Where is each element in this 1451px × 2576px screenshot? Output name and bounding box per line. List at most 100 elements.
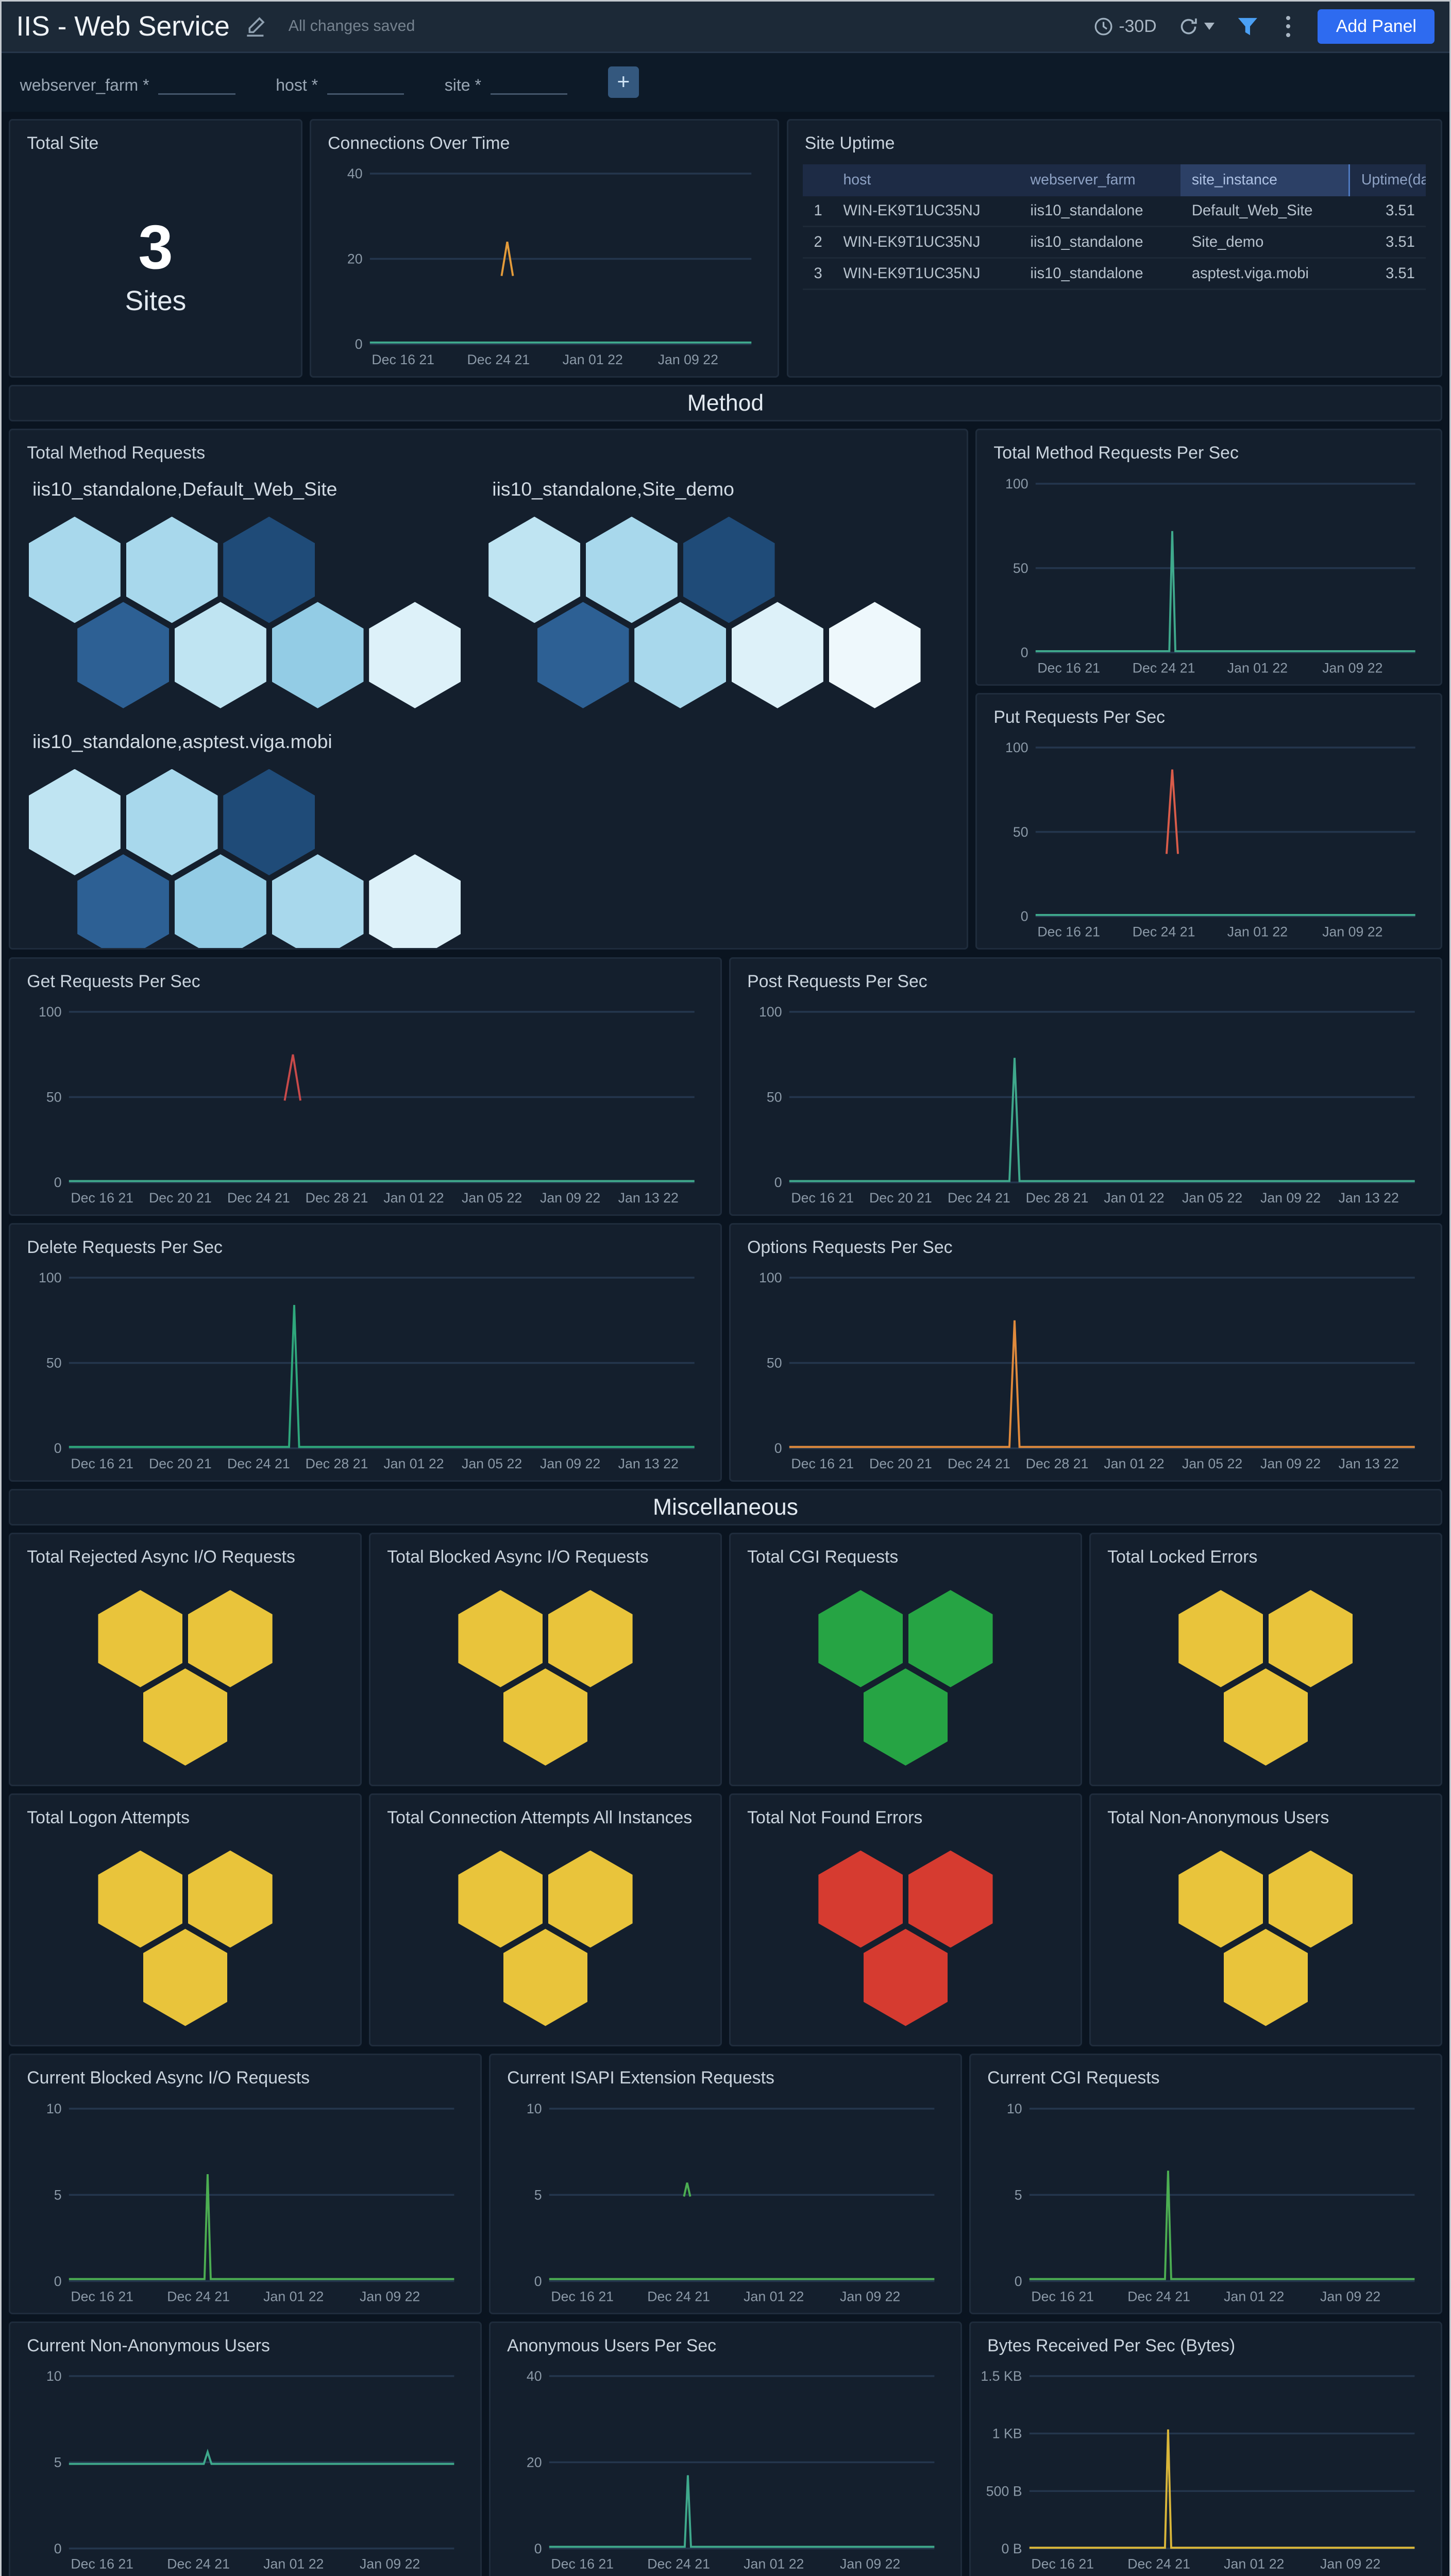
hexagon[interactable] [829, 602, 921, 708]
hexagon[interactable] [458, 1590, 543, 1687]
filter-icon[interactable] [1237, 16, 1259, 37]
hexagon[interactable] [77, 854, 170, 948]
hexagon[interactable] [488, 516, 581, 623]
bytes-received-chart[interactable]: 0 B 500 B 1 KB 1.5 KB Dec 16 21 Dec 24 21 Jan … [974, 2363, 1429, 2576]
table-row[interactable]: 3 WIN-EK9T1UC35NJ iis10_standalone aspte… [803, 258, 1426, 291]
svg-text:5: 5 [54, 2187, 62, 2202]
hexagon[interactable] [272, 854, 364, 948]
hexagon[interactable] [634, 602, 727, 708]
hexagon[interactable] [585, 516, 678, 623]
current-non-anonymous-chart[interactable]: 0 5 10 Dec 16 21 Dec 24 21 Jan 01 22 Jan 09 22 [14, 2363, 469, 2576]
hexagon[interactable] [1178, 1850, 1263, 1948]
hexagon[interactable] [272, 602, 364, 708]
connections-chart[interactable]: 0 20 40 Dec 16 21 Dec 24 21 Jan 01 22 Jan 09 2… [315, 161, 767, 372]
hexagon[interactable] [1178, 1590, 1263, 1687]
hexagon[interactable] [369, 602, 461, 708]
not-found-errors-honeycomb [731, 1832, 1081, 2045]
hexagon[interactable] [28, 769, 121, 875]
hexagon[interactable] [369, 854, 461, 948]
hexagon[interactable] [188, 1590, 273, 1687]
svg-text:Jan 01 22: Jan 01 22 [1227, 924, 1288, 940]
table-row[interactable]: 2 WIN-EK9T1UC35NJ iis10_standalone Site_… [803, 226, 1426, 259]
hexagon[interactable] [1268, 1850, 1353, 1948]
hexagon[interactable] [503, 1928, 588, 2026]
panel-total-locked-errors: Total Locked Errors [1089, 1533, 1442, 1786]
hexagon[interactable] [98, 1850, 183, 1948]
hexagon[interactable] [863, 1928, 948, 2026]
kebab-menu-icon[interactable] [1280, 12, 1295, 41]
add-panel-button[interactable]: Add Panel [1318, 9, 1435, 44]
hexagon[interactable] [908, 1850, 993, 1948]
line-chart-svg: 0 50 100 Dec 16 21 Dec 20 21 Dec 24 21 Dec 28 … [39, 1270, 695, 1471]
hexagon[interactable] [683, 516, 775, 623]
anonymous-users-chart[interactable]: 0 20 40 Dec 16 21 Dec 24 21 Jan 01 22 Jan 09 2… [494, 2363, 949, 2576]
hexagon[interactable] [818, 1850, 903, 1948]
hexagon[interactable] [863, 1668, 948, 1766]
hexagon[interactable] [1223, 1668, 1308, 1766]
svg-text:40: 40 [527, 2369, 542, 2384]
add-filter-button[interactable]: + [608, 66, 639, 98]
hexagon[interactable] [98, 1590, 183, 1687]
delete-rps-chart[interactable]: 0 50 100 Dec 16 21 Dec 20 21 Dec 24 21 Dec 28 … [14, 1265, 709, 1477]
total-method-rps-chart[interactable]: 0 50 100 Dec 16 21 Dec 24 21 Jan 01 22 Jan 09 … [981, 471, 1429, 681]
put-rps-chart[interactable]: 0 50 100 Dec 16 21 Dec 24 21 Jan 01 22 Jan 09 … [981, 735, 1429, 944]
honeycomb-group-label: iis10_standalone,Site_demo [492, 478, 734, 500]
hexagon[interactable] [223, 769, 315, 875]
site-input[interactable] [490, 70, 568, 95]
svg-text:0: 0 [534, 2541, 542, 2556]
table-row[interactable]: 1 WIN-EK9T1UC35NJ iis10_standalone Defau… [803, 196, 1426, 228]
panel-total-method-requests-per-sec: Total Method Requests Per Sec 0 50 100 Dec … [975, 429, 1442, 686]
panel-post-requests-per-sec: Post Requests Per Sec 0 50 100 Dec 16 21 Dec… [729, 957, 1442, 1216]
hexagon[interactable] [548, 1590, 633, 1687]
hexagon[interactable] [223, 516, 315, 623]
col-uptime-days[interactable]: Uptime(days) [1349, 164, 1426, 196]
hexagon[interactable] [548, 1850, 633, 1948]
hexagon[interactable] [77, 602, 170, 708]
svg-text:100: 100 [759, 1004, 782, 1020]
svg-text:Jan 09 22: Jan 09 22 [840, 2289, 900, 2304]
hexagon[interactable] [188, 1850, 273, 1948]
hexagon[interactable] [458, 1850, 543, 1948]
svg-text:50: 50 [767, 1355, 782, 1371]
refresh-control[interactable] [1178, 16, 1215, 37]
hexagon[interactable] [731, 602, 823, 708]
hexagon[interactable] [174, 854, 266, 948]
current-cgi-chart[interactable]: 0 5 10 Dec 16 21 Dec 24 21 Jan 01 22 Jan 09 22 [974, 2096, 1429, 2309]
hexagon[interactable] [818, 1590, 903, 1687]
svg-text:Jan 05 22: Jan 05 22 [1182, 1456, 1242, 1471]
col-site-instance[interactable]: site_instance [1180, 164, 1351, 196]
get-rps-chart[interactable]: 0 50 100 Dec 16 21 Dec 20 21 Dec 24 21 Dec 28 … [14, 999, 709, 1211]
svg-text:100: 100 [39, 1004, 62, 1020]
edit-icon[interactable] [244, 15, 266, 38]
hexagon[interactable] [126, 769, 218, 875]
svg-text:Jan 01 22: Jan 01 22 [1104, 1456, 1165, 1471]
hexagon[interactable] [537, 602, 629, 708]
hexagon[interactable] [143, 1668, 228, 1766]
panel-total-not-found-errors: Total Not Found Errors [729, 1793, 1082, 2047]
col-webserver-farm[interactable]: webserver_farm [1019, 164, 1181, 196]
panel-title: Current Non-Anonymous Users [27, 2336, 270, 2356]
col-host[interactable]: host [832, 164, 1020, 196]
hexagon[interactable] [174, 602, 266, 708]
current-isapi-chart[interactable]: 0 5 10 Dec 16 21 Dec 24 21 Jan 01 22 Jan 09 22 [494, 2096, 949, 2309]
cell-host: WIN-EK9T1UC35NJ [832, 196, 1020, 228]
host-input[interactable] [327, 70, 404, 95]
svg-text:Dec 16 21: Dec 16 21 [551, 2556, 614, 2572]
hexagon[interactable] [28, 516, 121, 623]
options-rps-chart[interactable]: 0 50 100 Dec 16 21 Dec 20 21 Dec 24 21 Dec 28 … [734, 1265, 1429, 1477]
svg-text:Dec 20 21: Dec 20 21 [869, 1456, 932, 1471]
current-blocked-chart[interactable]: 0 5 10 Dec 16 21 Dec 24 21 Jan 01 22 Jan 09 22 [14, 2096, 469, 2309]
svg-text:Dec 24 21: Dec 24 21 [948, 1456, 1010, 1471]
hexagon[interactable] [908, 1590, 993, 1687]
time-range-control[interactable]: -30D [1093, 16, 1157, 37]
hexagon[interactable] [126, 516, 218, 623]
hexagon[interactable] [143, 1928, 228, 2026]
svg-text:50: 50 [1013, 560, 1028, 575]
hexagon[interactable] [1268, 1590, 1353, 1687]
line-chart-svg: 0 20 40 Dec 16 21 Dec 24 21 Jan 01 22 Jan 09 2… [527, 2369, 935, 2572]
hexagon[interactable] [503, 1668, 588, 1766]
post-rps-chart[interactable]: 0 50 100 Dec 16 21 Dec 20 21 Dec 24 21 Dec 28 … [734, 999, 1429, 1211]
line-chart-svg: 0 5 10 Dec 16 21 Dec 24 21 Jan 01 22 Jan 09 22 [1007, 2101, 1415, 2304]
hexagon[interactable] [1223, 1928, 1308, 2026]
webserver-farm-input[interactable] [158, 70, 235, 95]
